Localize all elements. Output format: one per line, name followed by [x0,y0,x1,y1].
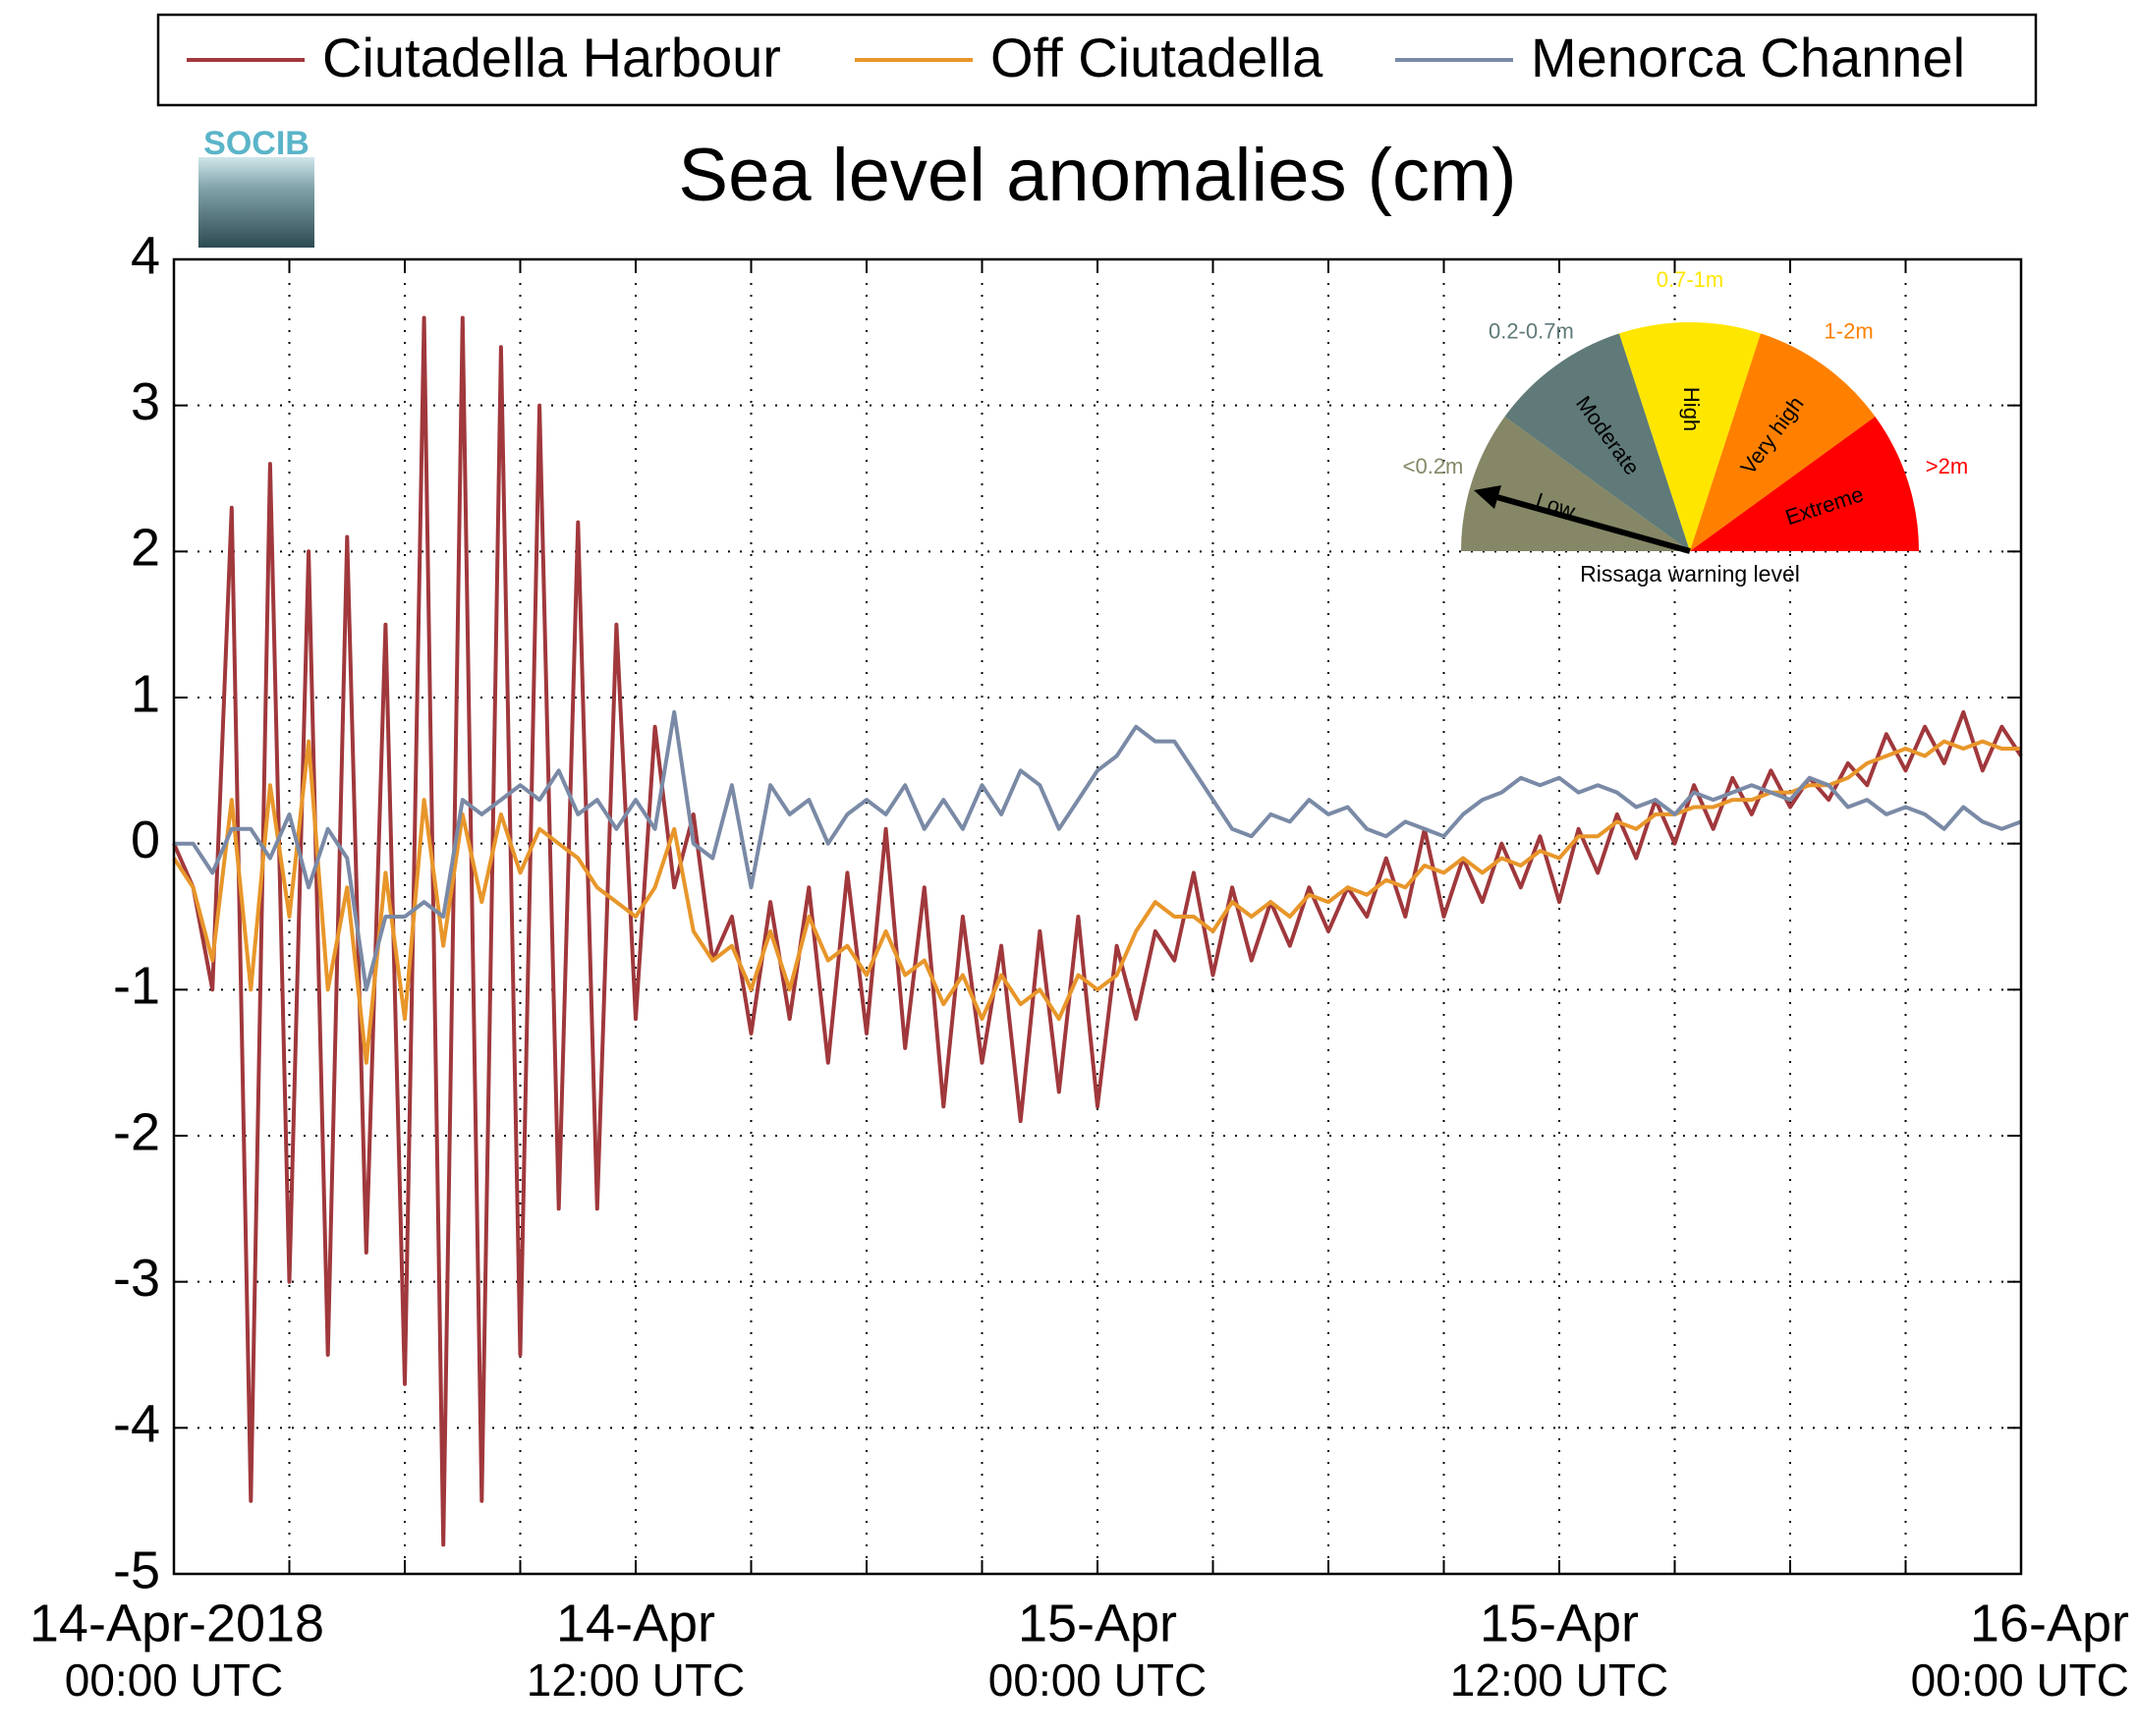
series-line [172,315,2023,1547]
y-tick-label: -1 [113,957,160,1016]
y-tick-label: -2 [113,1102,160,1161]
y-tick-label: 3 [131,372,160,431]
x-tick-label: 14-Apr-2018 [29,1594,324,1652]
chart-title: Sea level anomalies (cm) [678,134,1516,217]
series-line [174,709,2022,992]
y-tick-label: -5 [113,1540,160,1599]
logo: SOCIB [203,125,309,162]
gauge-range-label: <0.2m [1403,454,1464,478]
y-tick-label: 0 [131,811,160,869]
y-tick-label: -4 [113,1395,160,1454]
legend-box [156,13,2038,107]
x-tick-time: 00:00 UTC [1911,1654,2129,1706]
y-tick-label: 2 [131,519,160,578]
series-line [172,739,2021,1065]
gauge-needle [1492,493,1691,554]
x-tick-label: 16-Apr [1970,1594,2129,1652]
gauge-sector [1504,333,1690,551]
legend-label: Off Ciutadella [990,27,1323,88]
x-tick-label: 14-Apr [556,1594,715,1652]
legend-label: Ciutadella Harbour [322,27,781,88]
y-tick-label: -3 [113,1249,160,1308]
gauge-title: Rissaga warning level [1580,561,1800,587]
gauge-range-label: 0.2-0.7m [1489,318,1574,343]
plot-frame [172,257,2023,1576]
gauge-sector [1690,333,1876,551]
x-tick-time: 12:00 UTC [527,1654,745,1706]
x-tick-time: 00:00 UTC [65,1654,283,1706]
gauge-range-label: 0.7-1m [1657,267,1723,292]
gauge-needle-head [1474,485,1501,509]
gauge-sector [1618,322,1762,551]
gauge-sector [1690,417,1919,551]
logo-box [198,157,314,248]
x-tick-time: 00:00 UTC [988,1654,1207,1706]
legend-label: Menorca Channel [1531,27,1965,88]
gauge-sector [1461,417,1690,551]
x-tick-label: 15-Apr [1018,1594,1177,1652]
gauge-range-label: >2m [1926,454,1968,478]
x-tick-time: 12:00 UTC [1450,1654,1668,1706]
x-tick-label: 15-Apr [1480,1594,1639,1652]
gauge-sector-name: High [1679,387,1704,431]
gauge-range-label: 1-2m [1825,318,1874,343]
y-tick-label: 4 [131,226,160,285]
y-tick-label: 1 [131,664,160,723]
